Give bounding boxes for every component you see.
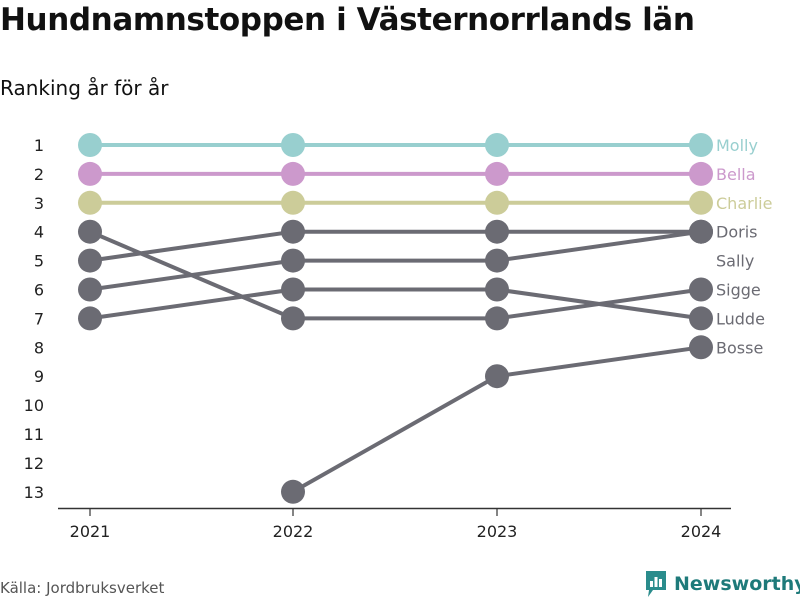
- x-tick-label: 2024: [681, 522, 722, 541]
- point-bosse: [281, 479, 305, 504]
- y-tick-label: 13: [24, 483, 44, 502]
- point-bella: [281, 161, 305, 186]
- series-points: [78, 133, 713, 504]
- point-sally: [78, 277, 102, 302]
- y-tick-label: 6: [34, 281, 44, 300]
- x-tick-label: 2022: [273, 522, 314, 541]
- point-bella: [485, 161, 509, 186]
- point-ludde: [485, 277, 509, 302]
- chart-subtitle: Ranking år för år: [0, 76, 169, 100]
- point-charlie: [689, 190, 713, 215]
- y-tick-label: 12: [24, 454, 44, 473]
- end-label-bosse: Bosse: [716, 338, 763, 357]
- y-tick-label: 1: [34, 136, 44, 155]
- point-ludde: [78, 306, 102, 331]
- series-line-doris: [88, 229, 703, 263]
- brand-name: Newsworthy: [674, 573, 800, 595]
- y-tick-label: 9: [34, 367, 44, 386]
- point-sigge: [689, 277, 713, 302]
- point-doris: [78, 248, 102, 273]
- y-tick-label: 7: [34, 309, 44, 328]
- point-ludde: [281, 277, 305, 302]
- end-label-sigge: Sigge: [716, 281, 761, 300]
- point-sigge: [281, 306, 305, 331]
- y-tick-label: 10: [24, 396, 44, 415]
- point-charlie: [78, 190, 102, 215]
- point-sally: [281, 248, 305, 273]
- end-label-doris: Doris: [716, 223, 757, 242]
- y-tick-label: 11: [24, 425, 44, 444]
- point-bella: [78, 161, 102, 186]
- x-tick-label: 2021: [70, 522, 111, 541]
- end-label-bella: Bella: [716, 165, 756, 184]
- point-sigge: [78, 219, 102, 244]
- point-ludde: [689, 306, 713, 331]
- point-sally: [485, 248, 509, 273]
- y-tick-label: 4: [34, 223, 44, 242]
- series-lines: [88, 143, 703, 494]
- point-sally: [689, 219, 713, 244]
- point-sigge: [485, 306, 509, 331]
- point-molly: [78, 133, 102, 157]
- point-doris: [281, 219, 305, 244]
- series-line-ludde: [88, 287, 703, 321]
- point-doris: [485, 219, 509, 244]
- source-note: Källa: Jordbruksverket: [0, 579, 165, 597]
- point-molly: [281, 133, 305, 157]
- y-tick-label: 5: [34, 252, 44, 271]
- y-tick-label: 3: [34, 194, 44, 213]
- end-label-ludde: Ludde: [716, 309, 765, 328]
- brand-logo[interactable]: Newsworthy: [644, 570, 800, 598]
- end-labels: Molly Bella Charlie Doris Sally Sigge Ludde Bos…: [716, 136, 772, 357]
- x-tick-label: 2023: [477, 522, 518, 541]
- newsworthy-logo-icon: [646, 571, 666, 597]
- point-bosse: [485, 364, 509, 389]
- series-line-sally: [88, 229, 703, 292]
- end-label-sally: Sally: [716, 252, 754, 271]
- point-charlie: [281, 190, 305, 215]
- y-tick-label: 2: [34, 165, 44, 184]
- point-bosse: [689, 335, 713, 360]
- end-label-molly: Molly: [716, 136, 758, 155]
- point-charlie: [485, 190, 509, 215]
- y-tick-label: 8: [34, 338, 44, 357]
- point-bella: [689, 161, 713, 186]
- point-molly: [485, 133, 509, 157]
- x-axis-ticks: 2021 2022 2023 2024: [70, 508, 722, 541]
- chart-title: Hundnamnstoppen i Västernorrlands län: [0, 2, 695, 38]
- end-label-charlie: Charlie: [716, 194, 772, 213]
- point-molly: [689, 133, 713, 157]
